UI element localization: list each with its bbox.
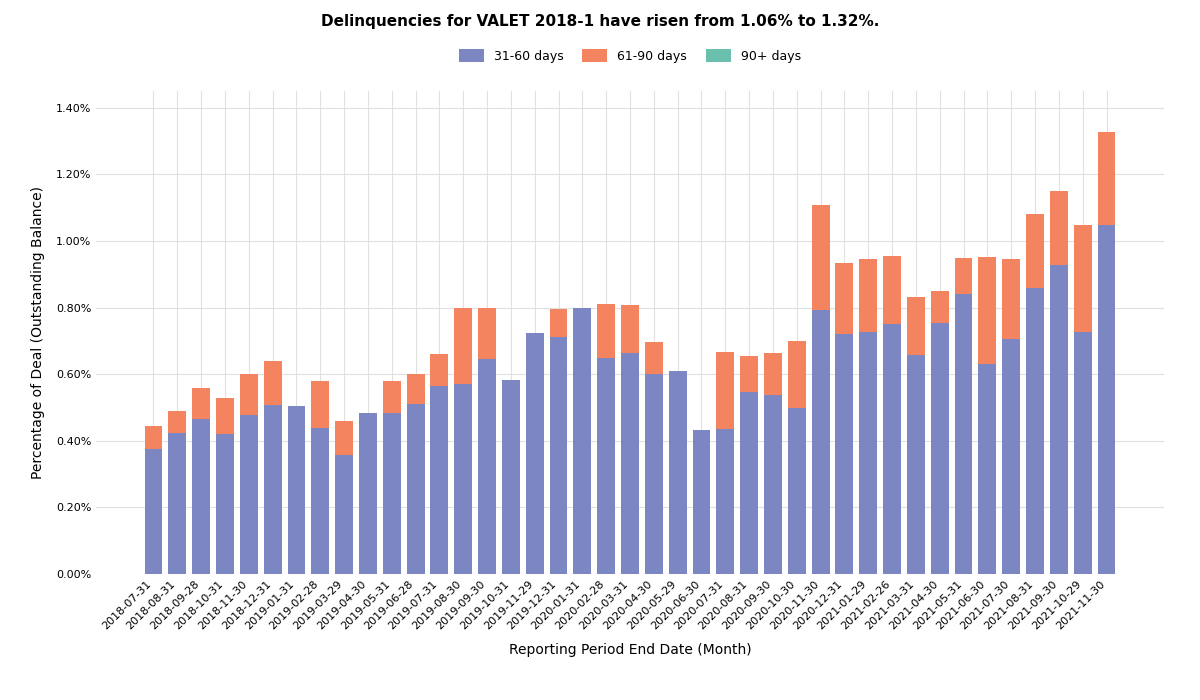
- Bar: [335, 455, 353, 574]
- Text: Delinquencies for VALET 2018-1 have risen from 1.06% to 1.32%.: Delinquencies for VALET 2018-1 have rise…: [320, 14, 880, 29]
- Bar: [811, 310, 829, 574]
- Bar: [978, 257, 996, 364]
- Bar: [1026, 288, 1044, 574]
- Bar: [311, 428, 329, 574]
- Bar: [1074, 225, 1092, 332]
- Bar: [431, 354, 449, 386]
- Bar: [788, 341, 805, 408]
- Bar: [383, 413, 401, 574]
- Bar: [1002, 339, 1020, 574]
- Y-axis label: Percentage of Deal (Outstanding Balance): Percentage of Deal (Outstanding Balance): [31, 186, 44, 479]
- Bar: [931, 323, 949, 574]
- Bar: [622, 305, 638, 354]
- Bar: [931, 290, 949, 323]
- Bar: [407, 374, 425, 404]
- Bar: [550, 309, 568, 337]
- Bar: [550, 337, 568, 574]
- Bar: [574, 307, 592, 574]
- X-axis label: Reporting Period End Date (Month): Reporting Period End Date (Month): [509, 643, 751, 657]
- Bar: [1050, 191, 1068, 265]
- Bar: [264, 405, 282, 574]
- Bar: [192, 388, 210, 419]
- Bar: [811, 205, 829, 310]
- Bar: [978, 364, 996, 574]
- Bar: [598, 304, 616, 358]
- Bar: [1002, 259, 1020, 339]
- Bar: [335, 421, 353, 455]
- Legend: 31-60 days, 61-90 days, 90+ days: 31-60 days, 61-90 days, 90+ days: [458, 49, 802, 62]
- Bar: [622, 354, 638, 574]
- Bar: [311, 381, 329, 428]
- Bar: [907, 298, 925, 355]
- Bar: [644, 342, 662, 374]
- Bar: [764, 353, 782, 396]
- Bar: [359, 413, 377, 574]
- Bar: [383, 381, 401, 413]
- Bar: [240, 374, 258, 415]
- Bar: [192, 419, 210, 574]
- Bar: [859, 332, 877, 574]
- Bar: [883, 256, 901, 324]
- Bar: [668, 371, 686, 574]
- Bar: [216, 398, 234, 434]
- Bar: [859, 259, 877, 332]
- Bar: [455, 384, 472, 574]
- Bar: [168, 412, 186, 433]
- Bar: [740, 392, 758, 574]
- Bar: [835, 334, 853, 574]
- Bar: [431, 386, 449, 574]
- Bar: [1098, 132, 1116, 225]
- Bar: [455, 307, 472, 384]
- Bar: [788, 408, 805, 574]
- Bar: [716, 352, 734, 429]
- Bar: [502, 380, 520, 574]
- Bar: [598, 358, 616, 574]
- Bar: [764, 395, 782, 574]
- Bar: [644, 374, 662, 574]
- Bar: [955, 294, 972, 574]
- Bar: [240, 415, 258, 574]
- Bar: [692, 430, 710, 574]
- Bar: [1098, 225, 1116, 574]
- Bar: [955, 258, 972, 294]
- Bar: [907, 355, 925, 574]
- Bar: [144, 426, 162, 449]
- Bar: [478, 360, 496, 574]
- Bar: [168, 433, 186, 574]
- Bar: [264, 361, 282, 405]
- Bar: [1050, 265, 1068, 574]
- Bar: [407, 404, 425, 574]
- Bar: [883, 324, 901, 574]
- Bar: [216, 434, 234, 574]
- Bar: [478, 308, 496, 360]
- Bar: [716, 429, 734, 574]
- Bar: [288, 406, 305, 574]
- Bar: [1026, 214, 1044, 288]
- Bar: [835, 262, 853, 334]
- Bar: [144, 449, 162, 574]
- Bar: [526, 332, 544, 574]
- Bar: [740, 356, 758, 392]
- Bar: [1074, 332, 1092, 574]
